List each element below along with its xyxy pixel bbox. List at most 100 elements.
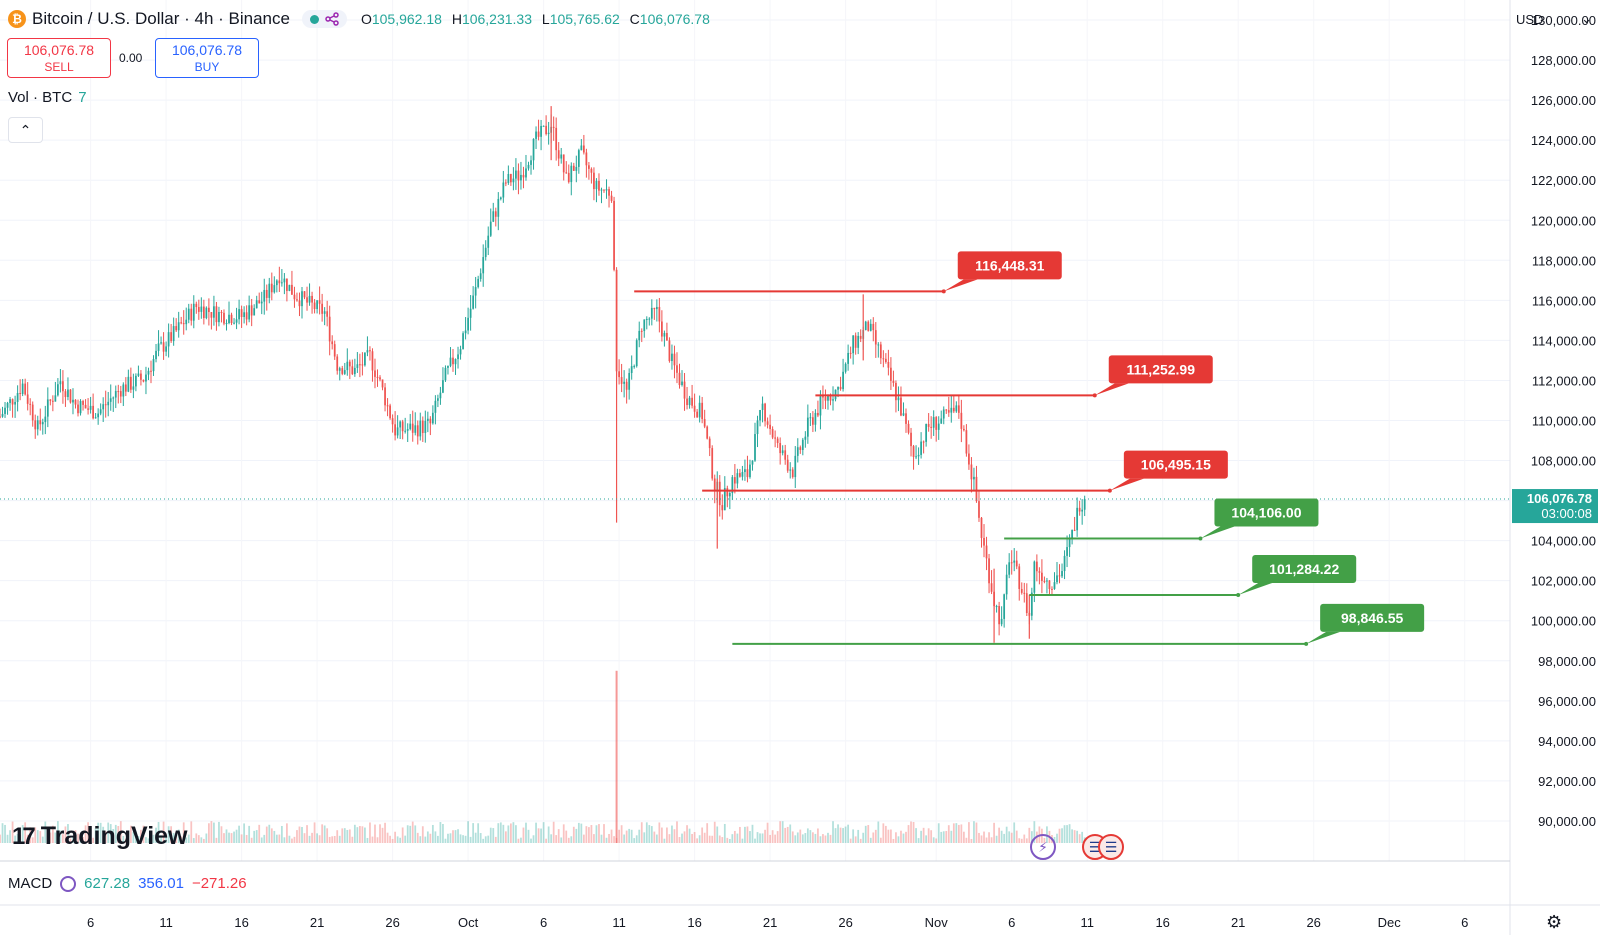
candle-body xyxy=(557,150,560,159)
candle-body xyxy=(499,197,502,199)
volume-bar xyxy=(250,837,253,843)
candle-body xyxy=(643,319,646,332)
time-tick-label: Dec xyxy=(1378,915,1402,930)
volume-bar xyxy=(328,836,331,843)
candle-body xyxy=(744,469,746,473)
volume-bar xyxy=(854,836,857,843)
gear-icon[interactable]: ⚙ xyxy=(1546,912,1563,932)
symbol-title[interactable]: Bitcoin / U.S. Dollar · 4h · Binance xyxy=(32,9,290,28)
macd-legend[interactable]: MACD 627.28 356.01 −271.26 xyxy=(8,875,247,892)
volume-bar xyxy=(862,832,865,843)
candle-body xyxy=(842,371,844,390)
candle-body xyxy=(867,321,870,331)
candle-body xyxy=(683,381,686,399)
candle-body xyxy=(429,418,432,424)
level-label-text: 104,106.00 xyxy=(1231,505,1301,521)
volume-legend[interactable]: Vol · BTC 7 xyxy=(8,89,87,106)
candle-body xyxy=(920,441,922,455)
candle-body xyxy=(454,359,457,365)
candle-body xyxy=(731,477,734,494)
candle-body xyxy=(308,295,311,303)
lightning-event-icon[interactable]: ⚡ xyxy=(1030,834,1056,860)
candle-body xyxy=(739,473,741,477)
market-status-pill[interactable] xyxy=(301,10,347,28)
volume-bar xyxy=(801,834,804,843)
volume-bar xyxy=(135,831,137,843)
candle-body xyxy=(361,364,364,366)
candle-body xyxy=(998,606,1000,625)
candle-body xyxy=(150,370,152,372)
volume-bar xyxy=(582,834,585,843)
buy-button[interactable]: 106,076.78 BUY xyxy=(155,38,259,78)
sell-button[interactable]: 106,076.78 SELL xyxy=(7,38,111,78)
candle-body xyxy=(142,379,145,382)
candle-body xyxy=(449,357,452,366)
candle-body xyxy=(494,211,497,217)
candle-body xyxy=(582,145,585,153)
candle-body xyxy=(336,356,339,371)
candle-body xyxy=(895,382,897,401)
candle-body xyxy=(165,346,167,352)
volume-bar xyxy=(691,833,693,843)
candle-body xyxy=(522,174,525,178)
volume-bar xyxy=(1073,830,1076,843)
volume-bar xyxy=(286,823,288,843)
volume-bar xyxy=(331,836,334,843)
volume-bar xyxy=(698,835,701,843)
collapse-legend-button[interactable]: ⌃ xyxy=(8,117,43,143)
candle-body xyxy=(62,381,64,392)
candle-body xyxy=(74,399,77,405)
macd-value: 627.28 xyxy=(84,875,131,892)
time-tick-label: 6 xyxy=(540,915,547,930)
candle-body xyxy=(784,450,787,460)
level-anchor-dot xyxy=(1107,488,1112,493)
candle-body xyxy=(983,537,985,546)
candle-body xyxy=(650,307,653,319)
volume-bar xyxy=(1025,838,1028,843)
candle-body xyxy=(167,332,170,347)
candle-body xyxy=(89,405,92,410)
currency-select[interactable]: USD ⌄ xyxy=(1510,6,1598,32)
candle-body xyxy=(44,416,47,423)
volume-bar xyxy=(278,834,281,843)
countdown-label: 03:00:08 xyxy=(1541,506,1592,521)
candle-body xyxy=(708,438,711,449)
volume-bar xyxy=(253,830,256,843)
volume-bar xyxy=(683,831,686,843)
us-flag-event-icon-2[interactable]: ☰ xyxy=(1098,834,1124,860)
volume-bar xyxy=(409,825,412,843)
volume-bar xyxy=(983,831,985,843)
volume-bar xyxy=(653,831,656,843)
volume-bar xyxy=(411,821,414,843)
candle-body xyxy=(182,323,185,325)
volume-bar xyxy=(562,824,565,843)
level-anchor-dot xyxy=(1092,393,1097,398)
volume-bar xyxy=(1058,828,1061,843)
macd-histogram: −271.26 xyxy=(191,875,247,892)
volume-bar xyxy=(618,829,620,843)
sell-label: SELL xyxy=(44,60,74,74)
volume-bar xyxy=(298,826,301,843)
level-lines[interactable]: 116,448.31 111,252.99 106,495.15 104,106.00… xyxy=(0,251,1510,646)
candlesticks[interactable] xyxy=(0,106,1086,643)
tradingview-logo-icon: 17 xyxy=(12,822,36,850)
volume-bar xyxy=(326,828,329,843)
candle-body xyxy=(84,404,87,409)
volume-bar xyxy=(786,826,789,843)
candle-body xyxy=(973,476,975,480)
volume-bar xyxy=(713,821,716,843)
volume-bar xyxy=(152,834,155,843)
volume-bar xyxy=(1,823,4,843)
candle-body xyxy=(520,174,522,181)
volume-bar xyxy=(688,828,691,843)
level-anchor-dot xyxy=(941,289,946,294)
candle-body xyxy=(409,423,412,430)
volume-bar xyxy=(721,837,724,843)
volume-bar xyxy=(766,822,769,843)
candle-body xyxy=(114,391,117,398)
candle-body xyxy=(789,469,792,471)
candle-body xyxy=(613,200,615,270)
candle-body xyxy=(545,125,547,135)
candle-body xyxy=(202,306,205,319)
